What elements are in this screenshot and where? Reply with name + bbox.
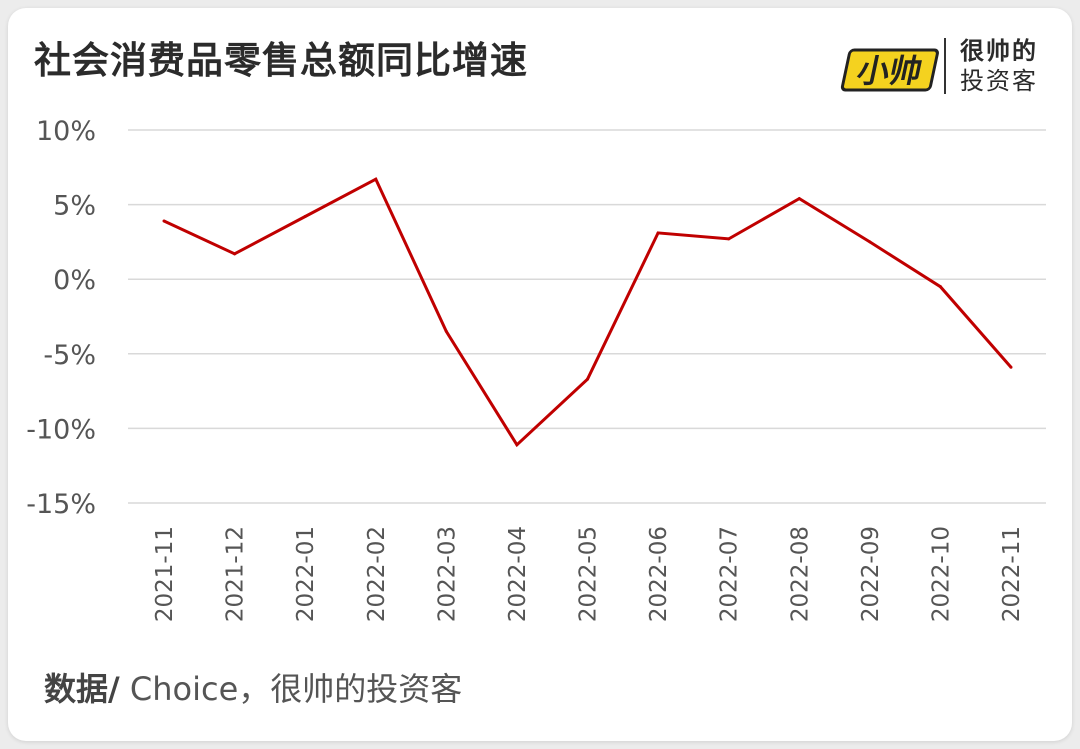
x-tick-label: 2022-02 — [364, 526, 390, 622]
y-tick-label: 10% — [36, 116, 96, 147]
series-line — [163, 177, 1013, 448]
x-tick-label: 2022-04 — [505, 526, 531, 622]
y-tick-label: -10% — [26, 414, 96, 445]
chart-title: 社会消费品零售总额同比增速 — [34, 39, 528, 82]
x-tick-label: 2022-05 — [576, 526, 602, 622]
y-tick-label: -15% — [26, 489, 96, 520]
brand-logo: 小帅 很帅的 投资客 — [834, 32, 1054, 102]
y-axis-ticks: 10% 5% 0% -5% -10% -15% — [26, 116, 96, 520]
y-tick-label: 0% — [53, 265, 96, 296]
data-point — [444, 329, 448, 333]
x-tick-label: 2022-08 — [787, 526, 813, 622]
logo-divider — [944, 38, 946, 94]
data-point — [515, 443, 519, 447]
y-tick-label: -5% — [43, 340, 96, 371]
data-point — [586, 377, 589, 381]
brand-mark-text: 小帅 — [854, 52, 926, 90]
chart-series — [162, 177, 1013, 448]
brand-name-line2: 投资客 — [960, 67, 1038, 95]
data-point — [1009, 365, 1013, 369]
data-point — [162, 219, 166, 223]
data-point — [374, 177, 378, 181]
x-tick-label: 2022-10 — [928, 526, 954, 622]
data-source-label: 数据/ — [44, 670, 120, 708]
line-chart: 10% 5% 0% -5% -10% -15% 2021-11 2021-12 2022-01… — [26, 116, 1046, 622]
x-tick-label: 2022-09 — [858, 526, 884, 622]
data-point — [868, 240, 872, 244]
x-tick-label: 2021-12 — [223, 526, 249, 622]
data-point — [797, 197, 801, 201]
y-tick-label: 5% — [53, 191, 96, 222]
x-tick-label: 2021-11 — [152, 526, 178, 622]
data-source: 数据/ Choice，很帅的投资客 — [44, 664, 462, 710]
x-tick-label: 2022-07 — [717, 526, 743, 622]
x-axis-ticks: 2021-11 2021-12 2022-01 2022-02 2022-03 2022-… — [152, 526, 1025, 622]
data-point — [303, 215, 307, 219]
data-point — [656, 231, 660, 235]
brand-name-line1: 很帅的 — [960, 37, 1038, 65]
data-source-text: Choice，很帅的投资客 — [119, 670, 463, 708]
x-tick-label: 2022-06 — [646, 526, 672, 622]
data-point — [233, 252, 237, 256]
x-tick-label: 2022-11 — [999, 526, 1025, 622]
brand-mark-icon: 小帅 — [840, 48, 939, 92]
x-tick-label: 2022-01 — [293, 526, 319, 622]
brand-name: 很帅的 投资客 — [960, 36, 1038, 96]
data-point — [727, 237, 731, 241]
data-point — [938, 285, 942, 289]
chart-grid — [128, 129, 1046, 504]
chart-card: 社会消费品零售总额同比增速 小帅 很帅的 投资客 10% 5% 0% -5% -10% -… — [8, 8, 1072, 741]
x-tick-label: 2022-03 — [434, 526, 460, 622]
